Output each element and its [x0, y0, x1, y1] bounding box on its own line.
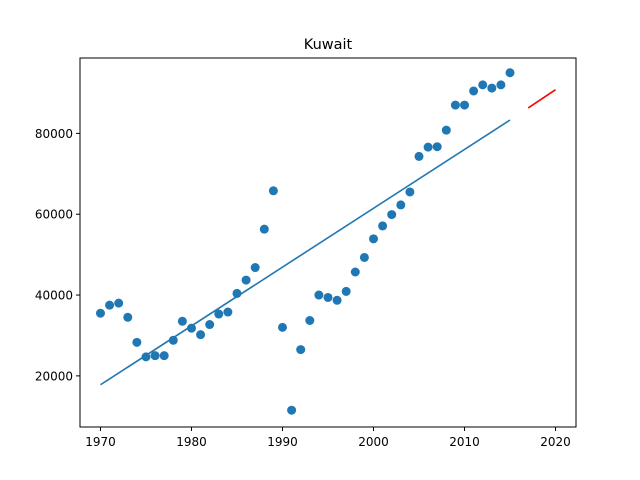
data-point-1980: [186, 323, 196, 333]
data-point-1988: [259, 224, 269, 234]
data-point-1979: [177, 316, 187, 326]
y-tick-label-20000: 20000: [35, 369, 73, 383]
data-point-1973: [123, 312, 133, 322]
data-point-2000: [369, 234, 378, 244]
x-tick-label-2000: 2000: [358, 435, 389, 449]
data-point-1986: [241, 275, 251, 285]
y-tick-label-80000: 80000: [35, 127, 73, 141]
fit-line: [100, 119, 511, 386]
data-point-1982: [205, 320, 215, 330]
y-tick-label-60000: 60000: [35, 208, 73, 222]
data-point-2009: [450, 100, 460, 110]
data-point-1992: [296, 345, 306, 355]
data-point-1972: [114, 298, 124, 308]
data-point-1998: [350, 267, 360, 277]
x-tick-label-1970: 1970: [85, 435, 116, 449]
data-point-1989: [268, 186, 278, 196]
data-point-2008: [441, 125, 451, 135]
x-tick-label-2010: 2010: [449, 435, 480, 449]
chart-title: Kuwait: [304, 37, 353, 53]
data-point-1971: [105, 300, 115, 310]
data-point-1993: [305, 316, 315, 325]
data-points: [95, 68, 515, 415]
data-point-2012: [478, 80, 488, 90]
trend-lines: [100, 89, 556, 386]
data-point-1995: [323, 292, 333, 302]
data-point-1994: [314, 290, 324, 300]
data-point-1974: [132, 337, 142, 347]
data-point-1977: [159, 351, 169, 361]
data-point-2015: [505, 68, 515, 78]
data-point-1985: [232, 288, 242, 298]
data-point-2005: [414, 151, 424, 161]
data-point-1983: [214, 309, 224, 319]
data-point-1976: [150, 351, 160, 361]
data-point-1999: [359, 252, 369, 262]
data-point-2004: [405, 187, 415, 197]
data-point-2006: [423, 142, 433, 152]
x-tick-label-1990: 1990: [267, 435, 298, 449]
data-point-1996: [332, 295, 342, 305]
data-point-2013: [487, 83, 497, 93]
data-point-2011: [469, 86, 479, 96]
x-tick-label-2020: 2020: [540, 435, 571, 449]
data-point-1978: [168, 335, 178, 345]
forecast-line: [527, 89, 556, 109]
data-point-1984: [223, 307, 233, 317]
data-point-1997: [341, 286, 351, 296]
data-point-1970: [95, 308, 105, 318]
data-point-2003: [396, 200, 406, 210]
data-point-1990: [278, 322, 287, 332]
y-tick-label-40000: 40000: [35, 289, 73, 303]
data-point-1981: [196, 330, 206, 340]
data-point-2007: [432, 142, 442, 152]
data-point-2014: [496, 80, 506, 90]
data-point-2010: [460, 100, 470, 110]
data-point-1991: [287, 405, 297, 415]
axes: 1970 1980 1990 2000 2010 2020 20000 40000 60000 8…: [35, 57, 577, 449]
data-point-1987: [250, 263, 260, 273]
data-point-2001: [378, 221, 388, 231]
x-tick-label-1980: 1980: [176, 435, 207, 449]
data-point-2002: [387, 210, 397, 220]
data-point-1975: [141, 352, 151, 362]
axes-frame: [79, 57, 577, 428]
